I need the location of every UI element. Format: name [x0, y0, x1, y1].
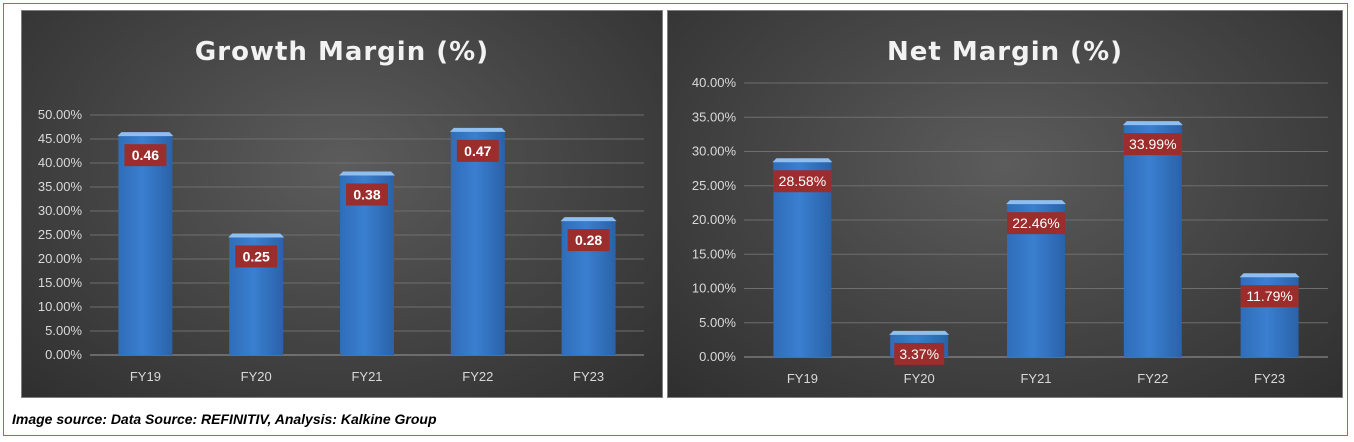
- data-label: 0.28: [575, 232, 602, 248]
- y-tick-label: 40.00%: [38, 155, 83, 170]
- bar-cap: [1122, 121, 1183, 126]
- y-tick-label: 15.00%: [38, 275, 83, 290]
- y-tick-label: 5.00%: [45, 323, 82, 338]
- growth-margin-plot: 0.00% 5.00% 10.00% 15.00% 20.00% 25.00% 30.00%…: [38, 107, 644, 384]
- y-tick-label: 45.00%: [38, 131, 83, 146]
- x-tick-label: FY19: [787, 371, 818, 386]
- data-label-box: [1007, 212, 1065, 235]
- x-tick-label: FY22: [462, 369, 493, 384]
- data-label: 3.37%: [899, 346, 939, 362]
- y-tick-label: 5.00%: [699, 315, 736, 330]
- y-tick-label: 35.00%: [38, 179, 83, 194]
- data-label-box: [235, 245, 278, 268]
- bar-cap: [449, 127, 506, 132]
- bar: [1123, 124, 1182, 357]
- bar-cap: [772, 158, 833, 163]
- bar: [773, 161, 832, 357]
- data-label-box: [346, 183, 388, 206]
- data-label-box: [1123, 133, 1182, 156]
- data-label: 33.99%: [1129, 136, 1176, 152]
- y-tick-label: 35.00%: [692, 109, 737, 124]
- y-tick-label: 30.00%: [692, 144, 737, 159]
- bar-cap: [117, 132, 174, 137]
- bar-cap: [228, 233, 285, 238]
- y-tick-label: 50.00%: [38, 107, 83, 122]
- bar-cap: [1006, 200, 1066, 205]
- net-margin-plot: 0.00% 5.00% 10.00% 15.00% 20.00% 25.00% 30.00%…: [692, 75, 1328, 386]
- growth-margin-chart: Growth Margin (%) 0.00% 5.00% 10.00% 15.00%…: [21, 10, 663, 398]
- data-label: 0.25: [243, 248, 270, 264]
- data-label: 11.79%: [1246, 288, 1292, 304]
- x-tick-label: FY19: [130, 369, 161, 384]
- chart-title: Growth Margin (%): [194, 37, 490, 67]
- data-label: 22.46%: [1012, 215, 1059, 231]
- x-tick-label: FY21: [1020, 371, 1051, 386]
- x-tick-label: FY23: [573, 369, 604, 384]
- data-label-box: [894, 342, 945, 365]
- chart-title: Net Margin (%): [886, 37, 1123, 67]
- y-tick-label: 15.00%: [692, 246, 737, 261]
- data-label: 0.38: [353, 187, 380, 203]
- x-tick-label: FY23: [1254, 371, 1285, 386]
- y-tick-label: 40.00%: [692, 75, 737, 90]
- bar-cap: [1239, 273, 1300, 278]
- y-tick-label: 20.00%: [692, 212, 737, 227]
- data-label: 28.58%: [779, 173, 826, 189]
- bar-cap: [560, 217, 617, 222]
- y-tick-label: 20.00%: [38, 251, 83, 266]
- data-label-box: [456, 139, 499, 162]
- data-label: 0.46: [132, 147, 159, 163]
- data-label: 0.47: [464, 143, 491, 159]
- x-tick-label: FY22: [1137, 371, 1168, 386]
- y-tick-label: 25.00%: [38, 227, 83, 242]
- image-source-caption: Image source: Data Source: REFINITIV, An…: [12, 411, 437, 427]
- y-tick-label: 30.00%: [38, 203, 83, 218]
- x-tick-label: FY21: [351, 369, 382, 384]
- net-margin-chart: Net Margin (%) 0.00% 5.00% 10.00% 15.00% 20.…: [667, 10, 1343, 398]
- data-label-box: [773, 170, 832, 193]
- data-label-box: [567, 229, 610, 252]
- y-tick-label: 10.00%: [692, 281, 737, 296]
- data-label-box: [124, 144, 167, 167]
- bar-cap: [889, 330, 950, 335]
- y-tick-label: 10.00%: [38, 299, 83, 314]
- y-tick-label: 0.00%: [45, 347, 82, 362]
- y-tick-label: 25.00%: [692, 178, 737, 193]
- data-label-box: [1240, 285, 1299, 308]
- bar: [118, 135, 173, 355]
- bar-cap: [339, 171, 395, 176]
- bar: [450, 130, 505, 355]
- x-tick-label: FY20: [241, 369, 272, 384]
- x-tick-label: FY20: [904, 371, 935, 386]
- y-tick-label: 0.00%: [699, 349, 736, 364]
